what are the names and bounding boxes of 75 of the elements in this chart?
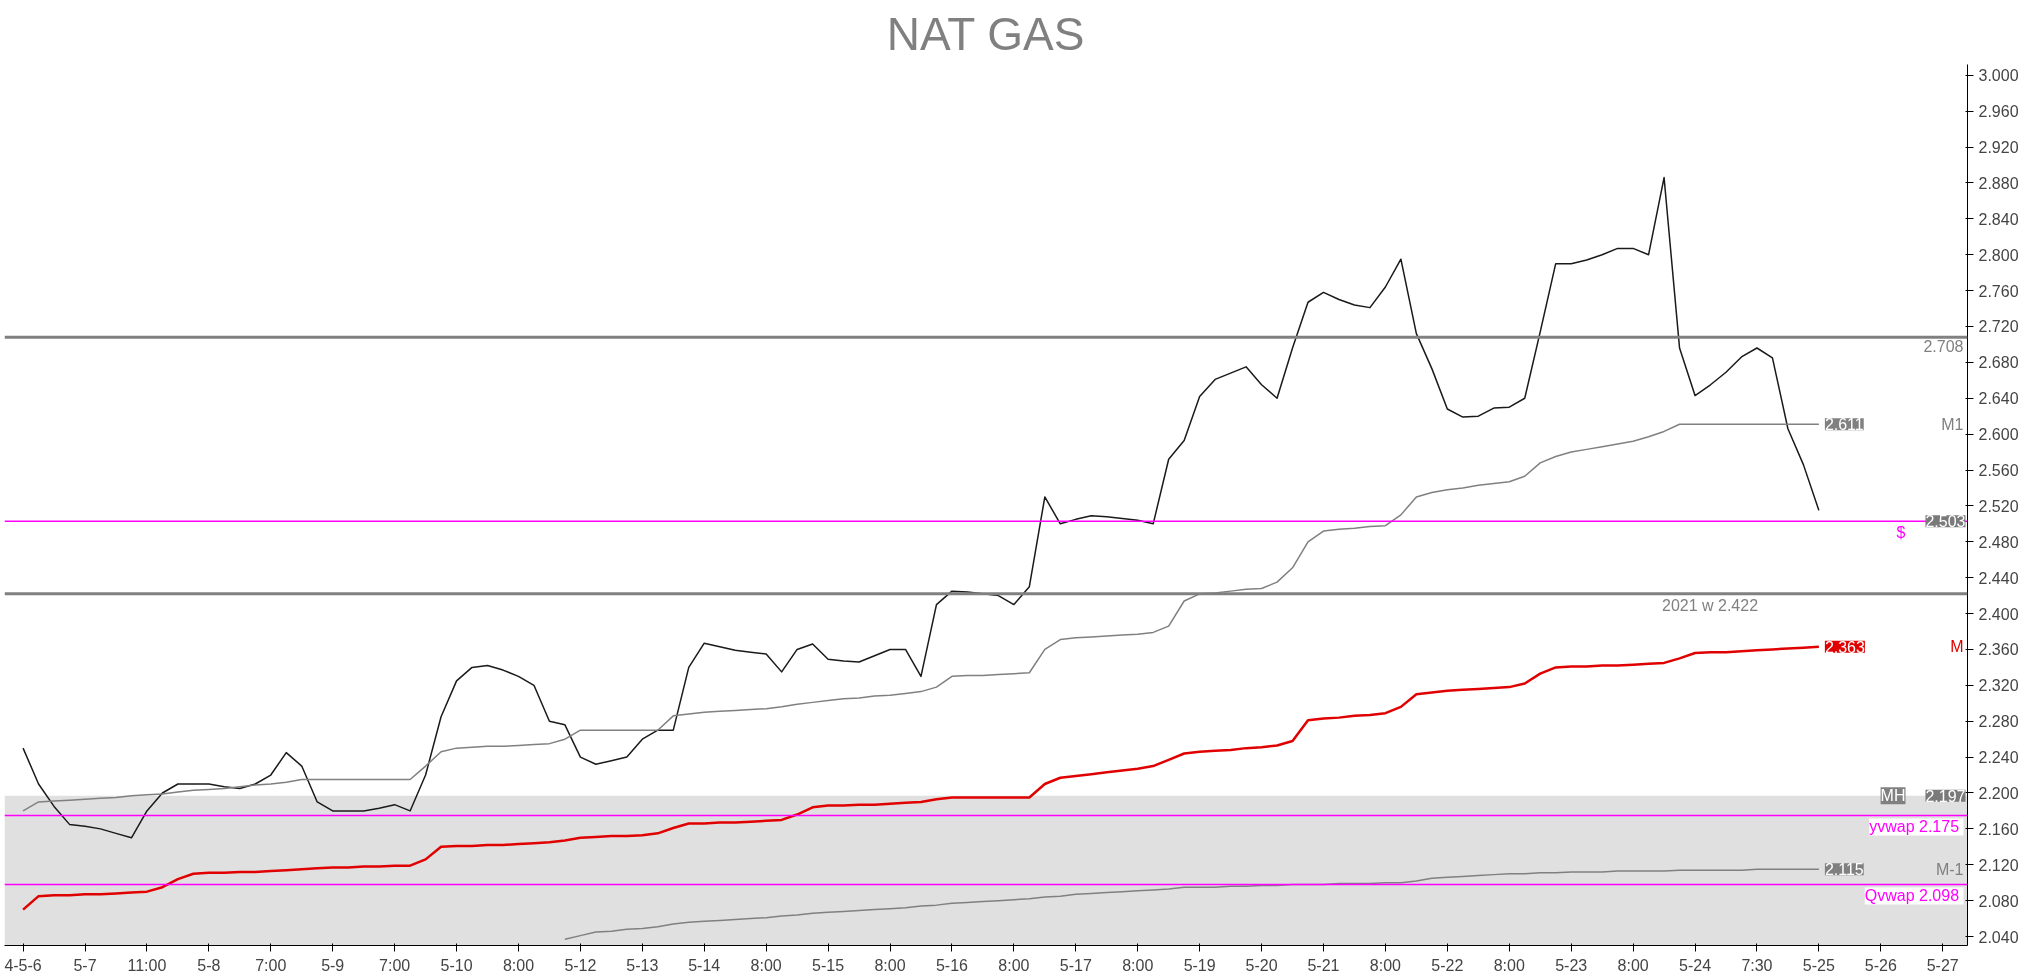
ref-line-label: yvwap 2.175 — [1869, 818, 1960, 836]
y-tick-label: 3.000 — [1978, 67, 2019, 85]
x-tick-label: 8:00 — [998, 956, 1030, 974]
x-tick-label: 5-20 — [1245, 956, 1278, 974]
x-tick-label: 5-19 — [1183, 956, 1216, 974]
text: M-1 — [1935, 860, 1964, 878]
x-tick-label: 5-8 — [197, 956, 221, 974]
y-tick-label: 2.800 — [1978, 246, 2019, 264]
x-tick-label: 5-27 — [1926, 956, 1959, 974]
y-tick-label: 2.280 — [1978, 713, 2019, 731]
line-series — [564, 868, 1820, 940]
y-tick-label: 2.960 — [1978, 103, 2019, 121]
y-tick-label: 2.360 — [1978, 641, 2019, 659]
y-tick-label: 2.920 — [1978, 139, 2019, 157]
ref-line-label: Qvwap 2.098 — [1864, 887, 1960, 905]
x-tick-label: 5-26 — [1864, 956, 1897, 974]
y-tick-label: 2.120 — [1978, 856, 2019, 874]
x-tick-label: 5-15 — [812, 956, 845, 974]
x-tick-label: 5-12 — [564, 956, 597, 974]
x-tick-label: 8:00 — [1493, 956, 1525, 974]
ref-line-label: 2.708 — [1923, 338, 1964, 356]
line-series — [22, 176, 1820, 839]
y-tick-label: 2.680 — [1978, 354, 2019, 372]
annotation: 2.503 — [1925, 513, 1966, 531]
ref-line-label: 2021 w 2.422 — [1661, 596, 1759, 614]
x-tick-label: 5-14 — [688, 956, 721, 974]
x-tick-label: 5-25 — [1802, 956, 1835, 974]
x-tick-label: 5-9 — [321, 956, 345, 974]
x-tick-label: 5-13 — [626, 956, 659, 974]
x-tick-label: 5-16 — [935, 956, 969, 974]
data-label: 2.115 — [1824, 861, 1864, 879]
text: M1 — [1941, 415, 1964, 433]
y-tick-label: 2.080 — [1978, 892, 2019, 910]
x-tick-label: 8:00 — [502, 956, 535, 974]
x-tick-label: 5-7 — [73, 956, 97, 974]
x-tick-label: 8:00 — [1122, 956, 1154, 974]
annotation: 2.197 — [1925, 787, 1966, 805]
y-tick-label: 2.600 — [1978, 426, 2019, 444]
x-tick-label: 5-24 — [1679, 956, 1712, 974]
y-tick-label: 2.160 — [1978, 820, 2019, 838]
y-tick-label: 2.880 — [1978, 174, 2019, 192]
x-tick-label: 5-22 — [1431, 956, 1464, 974]
y-tick-label: 2.640 — [1978, 390, 2019, 408]
ref-line-label: $ — [1896, 524, 1906, 542]
line-series — [21, 645, 1821, 911]
x-tick-label: 8:00 — [750, 956, 782, 974]
x-tick-label: 5-21 — [1307, 956, 1340, 974]
band-label: MH — [1880, 787, 1906, 805]
data-label: 2.611 — [1824, 416, 1864, 434]
y-tick-label: 2.520 — [1978, 497, 2019, 515]
x-tick-label: 7:30 — [1741, 956, 1773, 974]
x-tick-label: 8:00 — [874, 956, 906, 974]
y-tick-label: 2.240 — [1978, 749, 2019, 767]
y-tick-label: 2.400 — [1978, 605, 2019, 623]
x-tick-label: 8:00 — [1369, 956, 1402, 974]
y-tick-label: 2.440 — [1978, 569, 2019, 587]
y-tick-label: 2.480 — [1978, 533, 2019, 551]
y-tick-label: 2.040 — [1978, 928, 2019, 946]
x-tick-label: 7:00 — [379, 956, 411, 974]
x-tick-label: 5-23 — [1555, 956, 1588, 974]
x-tick-label: 8:00 — [1617, 956, 1649, 974]
y-tick-label: 2.720 — [1978, 318, 2019, 336]
x-tick-label: 4-5-6 — [4, 956, 42, 974]
y-tick-label: 2.760 — [1978, 282, 2019, 300]
chart-title: NAT GAS — [886, 7, 1085, 60]
y-tick-label: 2.320 — [1978, 677, 2019, 695]
y-tick-label: 2.840 — [1978, 210, 2019, 228]
text: M — [1950, 638, 1964, 656]
data-label: 2.363 — [1824, 638, 1866, 656]
x-tick-label: 5-17 — [1059, 956, 1092, 974]
x-tick-label: 7:00 — [255, 956, 287, 974]
y-tick-label: 2.560 — [1978, 462, 2019, 480]
x-tick-label: 11:00 — [127, 956, 167, 974]
y-tick-label: 2.200 — [1978, 784, 2019, 802]
x-tick-label: 5-10 — [440, 956, 473, 974]
